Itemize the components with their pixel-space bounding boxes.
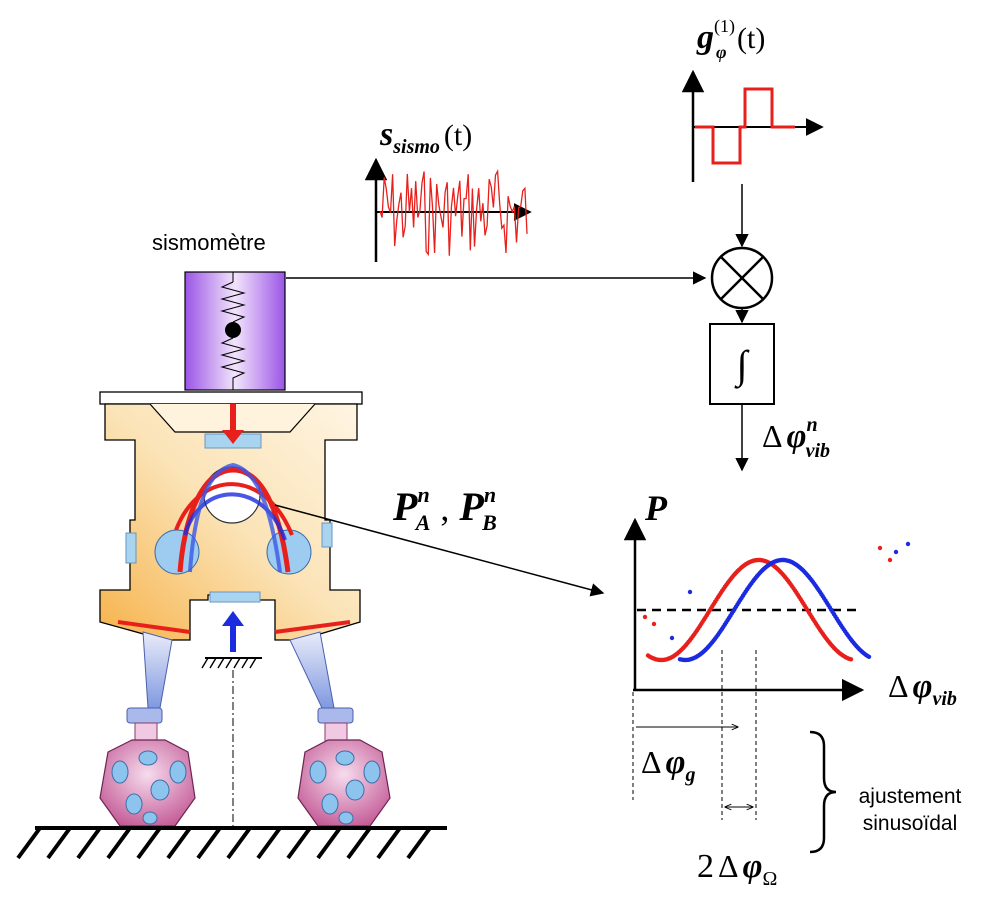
seismometer xyxy=(184,271,286,391)
left-leg xyxy=(99,631,196,827)
ajustement-label-2: sinusoïdal xyxy=(863,812,958,835)
fringe-plot xyxy=(623,517,911,702)
fringe-dot xyxy=(887,557,893,563)
seismo-signal-trace xyxy=(379,169,528,257)
fringe-dot xyxy=(651,621,657,627)
brace-icon xyxy=(809,730,837,854)
seismo-signal-graph xyxy=(364,157,532,262)
fringe-dot xyxy=(877,545,883,551)
phase-guides xyxy=(632,650,757,820)
fringe-dot xyxy=(866,654,872,659)
fringe-dot xyxy=(905,541,911,547)
integral-icon: ∫ xyxy=(734,342,751,389)
ground xyxy=(16,826,447,860)
ajustement-label-1: ajustement xyxy=(859,785,962,808)
readout-to-plot-arrow xyxy=(274,504,605,597)
integrator-box xyxy=(709,323,775,405)
s-sismo-label: ssismo (t) xyxy=(379,116,472,158)
g-phi-label: g(1)(t) xyxy=(696,16,765,56)
mass-icon xyxy=(225,322,241,338)
g-phi-subscript: φ xyxy=(716,42,727,62)
fringe-dot xyxy=(848,657,854,662)
right-leg xyxy=(289,631,391,827)
g-phi-graph xyxy=(681,69,824,182)
fringe-blue-series xyxy=(669,541,911,663)
fringe-red-series xyxy=(642,545,893,663)
fringe-dot xyxy=(687,589,693,595)
platform xyxy=(99,391,363,826)
spring-bottom-icon xyxy=(220,337,246,390)
spring-top-icon xyxy=(220,281,246,323)
fringe-dot xyxy=(642,614,648,620)
fringe-dot xyxy=(669,635,675,641)
pa-pb-label: Pn A, Pn B xyxy=(392,482,497,535)
fringe-dot xyxy=(893,549,899,555)
plot-y-label: P xyxy=(644,488,668,528)
sismometre-label: sismomètre xyxy=(152,230,266,255)
mixer-icon xyxy=(710,246,774,310)
g-phi-square-wave xyxy=(695,87,795,165)
